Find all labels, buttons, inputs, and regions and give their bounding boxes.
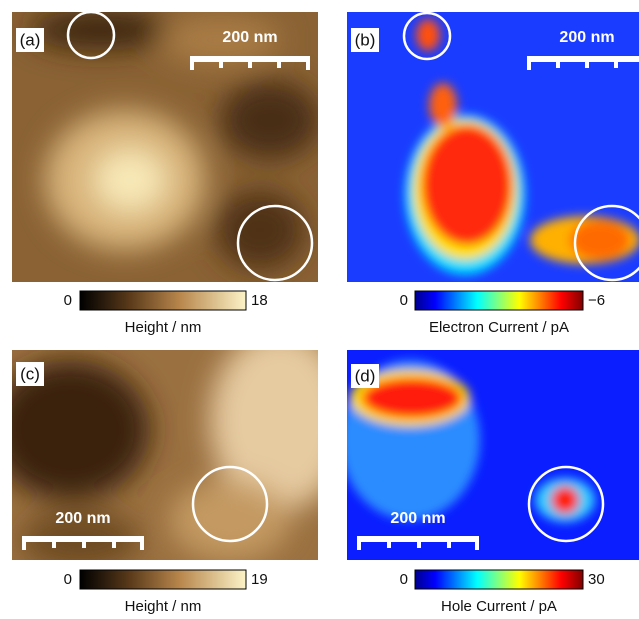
- scale-bar-label: 200 nm: [222, 29, 277, 46]
- colorbar-max: 30: [588, 571, 605, 588]
- colorbar-min: 0: [64, 571, 72, 588]
- panel-label: (d): [355, 366, 376, 385]
- colorbar: [415, 570, 583, 589]
- colorbar-title: Height / nm: [125, 319, 202, 336]
- panel-label: (b): [355, 30, 376, 49]
- colorbar-title: Electron Current / pA: [429, 319, 569, 336]
- colorbar-max: −6: [588, 292, 605, 309]
- scale-bar-label: 200 nm: [390, 510, 445, 527]
- colorbar-min: 0: [400, 292, 408, 309]
- colorbar: [80, 291, 246, 310]
- height-image-a: [12, 10, 320, 282]
- colorbar-max: 19: [251, 571, 268, 588]
- colorbar-title: Height / nm: [125, 598, 202, 615]
- current-image-b: [347, 12, 639, 282]
- colorbar: [80, 570, 246, 589]
- scale-bar-label: 200 nm: [55, 510, 110, 527]
- panel-label: (a): [20, 30, 41, 49]
- colorbar-min: 0: [64, 292, 72, 309]
- colorbar-min: 0: [400, 571, 408, 588]
- colorbar-max: 18: [251, 292, 268, 309]
- figure: (a) (b) (c) (d) 200 nm 200 nm 200 nm 200…: [0, 0, 639, 619]
- colorbar: [415, 291, 583, 310]
- scale-bar-label: 200 nm: [559, 29, 614, 46]
- colorbar-title: Hole Current / pA: [441, 598, 557, 615]
- height-image-c: [0, 330, 350, 570]
- panel-label: (c): [20, 364, 40, 383]
